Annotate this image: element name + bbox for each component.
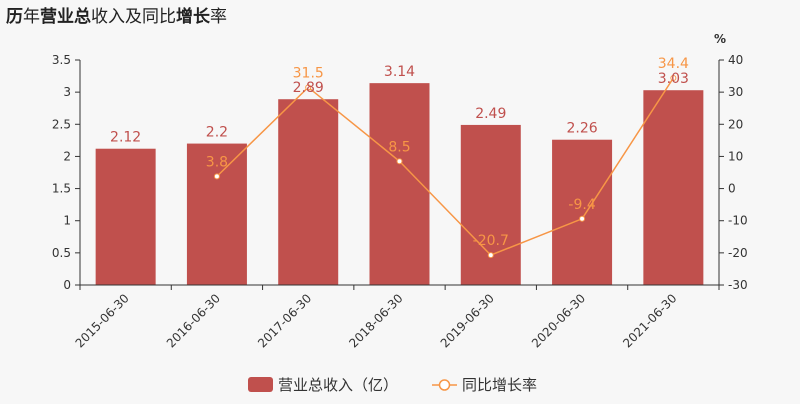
bar-value-label: 2.12 [110,130,141,146]
growth-point [213,173,220,180]
legend-line-label: 同比增长率 [462,376,537,394]
bar-value-label: 2.26 [566,121,597,137]
growth-value-label: -9.4 [568,197,595,213]
growth-value-label: 31.5 [293,65,324,81]
bar-value-label: 3.14 [384,64,415,80]
growth-point [579,215,586,222]
bar [369,83,430,286]
chart-title-part: 营业总 [40,7,91,27]
bar [643,90,704,285]
growth-value-label: 8.5 [388,139,410,155]
x-tick-label: 2018-06-30 [346,291,405,350]
chart-title-part: 增长 [176,7,210,27]
bar-value-label: 2.89 [293,80,324,96]
y-right-tick-label: -20 [728,246,748,260]
growth-point [305,84,312,91]
chart-title-part: 历 [6,7,23,27]
growth-value-label: 3.8 [206,154,228,170]
growth-point [670,75,677,81]
bar [460,124,521,285]
y-left-tick-label: 3.5 [52,53,71,67]
bar [186,143,247,285]
y-left-tick-label: 3 [63,85,71,99]
legend-bar-swatch [248,377,273,392]
chart-title-part: 年 [23,7,40,27]
x-tick-label: 2015-06-30 [73,291,132,350]
bar [552,139,613,285]
bar-value-label: 3.03 [658,71,689,87]
y-right-tick-label: -10 [728,214,748,228]
y-left-tick-label: 2 [63,149,71,163]
growth-value-label: 34.4 [658,56,689,72]
x-tick-label: 2019-06-30 [438,291,497,350]
legend-line-marker [438,379,451,391]
growth-point [487,252,494,259]
y-left-tick-label: 0.5 [52,246,71,260]
y-left-tick-label: 1.5 [52,182,71,196]
chart-title-part: 收入及同比 [91,7,176,27]
y-left-tick-label: 2.5 [52,117,71,131]
legend-bar-label: 营业总收入（亿） [278,376,398,394]
y-right-unit: % [714,32,726,46]
growth-point [396,158,403,165]
growth-line [216,77,674,256]
bar-value-label: 2.2 [206,125,228,141]
y-right-tick-label: 40 [728,53,743,67]
y-left-tick-label: 0 [63,278,71,292]
x-tick-label: 2017-06-30 [255,291,314,350]
bar [278,99,339,285]
bar-value-label: 2.49 [475,106,506,122]
y-right-tick-label: 30 [728,85,743,99]
y-right-tick-label: -30 [728,278,748,292]
bar [95,148,156,285]
y-right-tick-label: 10 [728,149,743,163]
y-left-tick-label: 1 [63,214,71,228]
y-right-tick-label: 20 [728,117,743,131]
y-right-tick-label: 0 [728,182,736,196]
x-tick-label: 2016-06-30 [164,291,223,350]
chart-title-part: 率 [210,7,227,27]
x-tick-label: 2020-06-30 [529,291,588,350]
x-tick-label: 2021-06-30 [620,291,679,350]
chart-title: 历年营业总收入及同比增长率 [6,2,227,27]
growth-value-label: -20.7 [473,233,509,249]
